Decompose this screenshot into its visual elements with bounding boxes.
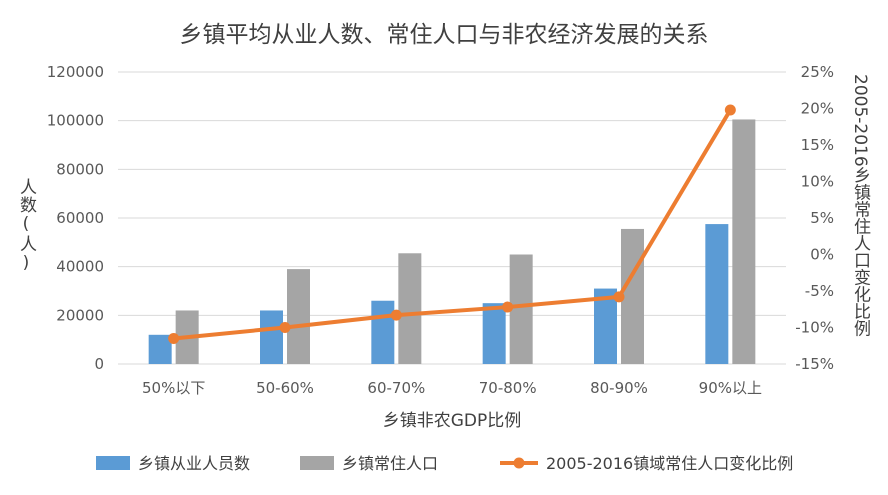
y2-tick-label: -5%: [805, 282, 834, 300]
y-tick-label: 100000: [47, 112, 104, 130]
bar-employees: [594, 288, 617, 364]
y-tick-label: 20000: [56, 306, 104, 324]
legend: 乡镇从业人员数 乡镇常住人口 2005-2016镇域常住人口变化比例: [96, 454, 793, 473]
bar-employees: [371, 300, 395, 364]
bar-population: [287, 269, 310, 364]
y2-tick-label: 20%: [801, 100, 834, 118]
bar-employees: [148, 334, 172, 364]
line-point: [613, 291, 625, 303]
legend-swatch: [96, 456, 130, 470]
series-line: [173, 108, 733, 341]
y-tick-label: 60000: [56, 209, 104, 227]
bar-employees: [260, 310, 283, 364]
x-tick-label: 50%以下: [142, 379, 205, 397]
x-tick-label: 60-70%: [367, 379, 425, 397]
left-axis: 0 20000 40000 60000 80000 100000 120000: [47, 63, 104, 373]
line-series: [168, 104, 736, 344]
gridlines: [118, 71, 786, 365]
legend-label: 乡镇常住人口: [342, 454, 438, 473]
y-tick-label: 0: [94, 355, 104, 373]
y2-tick-label: -15%: [795, 355, 834, 373]
y-tick-label: 80000: [56, 160, 104, 178]
y2-tick-label: -10%: [795, 319, 834, 337]
y2-tick-label: 15%: [801, 136, 834, 154]
legend-label: 乡镇从业人员数: [138, 454, 250, 473]
bar-employees: [482, 303, 506, 364]
y-tick-label: 40000: [56, 258, 104, 276]
bar-population: [509, 254, 533, 364]
x-axis: 50%以下 50-60% 60-70% 70-80% 80-90% 90%以上: [142, 379, 762, 397]
x-tick-label: 80-90%: [590, 379, 648, 397]
line-point: [168, 332, 180, 344]
legend-swatch: [300, 456, 334, 470]
bar-population: [732, 119, 756, 364]
right-axis: -15% -10% -5% 0% 5% 10% 15% 20% 25%: [795, 63, 834, 373]
legend-marker: [513, 457, 525, 469]
bar-employees: [705, 224, 729, 364]
y2-tick-label: 25%: [801, 63, 834, 81]
y2-tick-label: 10%: [801, 173, 834, 191]
line-point: [724, 104, 736, 116]
y2-tick-label: 5%: [810, 209, 834, 227]
legend-label: 2005-2016镇域常住人口变化比例: [546, 454, 793, 473]
y-tick-label: 120000: [47, 63, 104, 81]
x-tick-label: 50-60%: [256, 379, 314, 397]
line-point: [279, 322, 291, 333]
chart-title: 乡镇平均从业人数、常住人口与非农经济发展的关系: [180, 22, 709, 48]
bars: [148, 119, 756, 364]
y2-tick-label: 0%: [810, 246, 834, 264]
bar-population: [398, 253, 422, 364]
line-point: [502, 301, 514, 313]
y-axis-title: 人数(人): [16, 178, 37, 274]
x-axis-title: 乡镇非农GDP比例: [383, 411, 522, 431]
line-point: [390, 309, 402, 321]
y2-axis-title: 2005-2016乡镇常住人口变化比例: [850, 74, 871, 337]
x-tick-label: 90%以上: [699, 379, 762, 397]
x-tick-label: 70-80%: [479, 379, 537, 397]
